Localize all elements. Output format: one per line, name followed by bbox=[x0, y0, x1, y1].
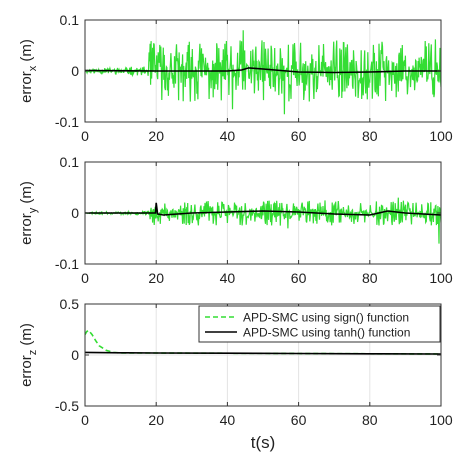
x-tick-label: 40 bbox=[220, 270, 236, 286]
series-line-tanh bbox=[85, 351, 441, 355]
series-line-sign bbox=[85, 197, 441, 244]
series-line-tanh bbox=[85, 202, 441, 216]
x-tick-label: 80 bbox=[362, 270, 378, 286]
y-axis-label-main: error bbox=[18, 355, 35, 387]
x-tick-label: 60 bbox=[291, 128, 307, 144]
y-tick-label: 0 bbox=[71, 347, 79, 363]
x-tick-label: 20 bbox=[148, 412, 164, 428]
y-axis-label-unit: (m) bbox=[18, 181, 35, 208]
y-axis-label-subscript: z bbox=[27, 350, 39, 356]
y-axis-label-subscript: y bbox=[27, 207, 39, 213]
y-tick-label: -0.5 bbox=[55, 398, 79, 414]
x-tick-label: 0 bbox=[81, 128, 89, 144]
legend-entry-tanh: APD-SMC using tanh() function bbox=[243, 326, 410, 340]
y-axis-label-main: error bbox=[18, 71, 35, 103]
x-tick-label: 60 bbox=[291, 412, 307, 428]
y-tick-label: 0.1 bbox=[60, 12, 80, 28]
legend-entry-sign: APD-SMC using sign() function bbox=[243, 311, 409, 325]
x-tick-label: 20 bbox=[148, 128, 164, 144]
y-axis-label: errorx (m) bbox=[18, 39, 39, 103]
y-tick-label: 0 bbox=[71, 205, 79, 221]
legend-box bbox=[198, 305, 441, 343]
y-axis-label-unit: (m) bbox=[18, 39, 35, 66]
y-axis-label: errory (m) bbox=[18, 181, 39, 245]
x-tick-label: 20 bbox=[148, 270, 164, 286]
x-tick-label: 100 bbox=[429, 270, 453, 286]
x-tick-label: 60 bbox=[291, 270, 307, 286]
x-tick-label: 40 bbox=[220, 412, 236, 428]
y-tick-label: -0.1 bbox=[55, 114, 79, 130]
x-tick-label: 0 bbox=[81, 412, 89, 428]
x-tick-label: 0 bbox=[81, 270, 89, 286]
y-axis-label-subscript: x bbox=[27, 65, 39, 71]
x-tick-label: 80 bbox=[362, 128, 378, 144]
x-axis-label: t(s) bbox=[251, 433, 276, 452]
x-tick-label: 40 bbox=[220, 128, 236, 144]
y-axis-label-unit: (m) bbox=[18, 323, 35, 350]
x-tick-label: 100 bbox=[429, 128, 453, 144]
y-tick-label: -0.1 bbox=[55, 256, 79, 272]
x-tick-label: 100 bbox=[429, 412, 453, 428]
y-axis-label: errorz (m) bbox=[18, 323, 39, 387]
series-line-tanh bbox=[85, 67, 441, 74]
y-tick-label: 0.5 bbox=[60, 296, 80, 312]
y-axis-label-main: error bbox=[18, 213, 35, 245]
x-tick-label: 80 bbox=[362, 412, 378, 428]
y-tick-label: 0 bbox=[71, 63, 79, 79]
y-tick-label: 0.1 bbox=[60, 154, 80, 170]
